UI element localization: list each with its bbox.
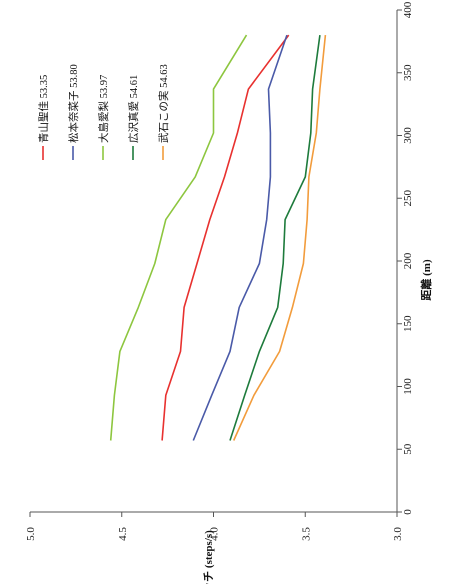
legend-label: 大島愛梨 53.97	[97, 75, 110, 143]
x-tick-label: 300	[402, 127, 414, 144]
x-tick-label: 250	[402, 190, 414, 207]
x-tick-label: 0	[402, 509, 414, 515]
legend-entry: 大島愛梨 53.97	[97, 75, 110, 160]
legend-label: 広沢真愛 54.61	[127, 75, 140, 143]
y-tick-label: 5.0	[25, 527, 37, 541]
legend-entry: 広沢真愛 54.61	[127, 75, 140, 160]
legend: 青山聖佳 53.35 松本奈菜子 53.80 大島愛梨 53.97 広沢真愛 54.6…	[37, 64, 170, 160]
x-tick-label: 100	[402, 378, 414, 395]
series-lines	[109, 34, 327, 441]
legend-label: 青山聖佳 53.35	[37, 75, 50, 143]
series-line	[192, 34, 288, 441]
y-tick-label: 4.5	[117, 527, 129, 541]
x-tick-label: 200	[402, 252, 414, 269]
y-axis-title: ピッチ (steps/s)	[202, 530, 215, 584]
series-line	[232, 35, 327, 441]
x-tick-label: 50	[402, 443, 414, 455]
legend-entry: 松本奈菜子 53.80	[67, 64, 80, 160]
x-axis-title: 距離 (m)	[419, 259, 433, 301]
y-tick-label: 4.0	[209, 527, 221, 541]
axes	[29, 9, 402, 517]
x-tick-label: 150	[402, 315, 414, 332]
series-line	[229, 34, 321, 441]
y-tick-label: 3.0	[392, 527, 404, 541]
legend-label: 松本奈菜子 53.80	[67, 64, 80, 143]
y-tick-label: 3.5	[300, 527, 312, 541]
legend-entry: 青山聖佳 53.35	[37, 75, 50, 160]
series-line	[161, 34, 290, 441]
series-line	[109, 34, 248, 441]
legend-entry: 武石この実 54.63	[157, 64, 170, 160]
tick-labels: 0 50 100 150 200 250 300 350 400 3.0 3.5 4.0 4.5 5.0	[25, 1, 414, 541]
legend-label: 武石この実 54.63	[157, 64, 170, 143]
x-tick-label: 400	[402, 1, 414, 18]
x-tick-label: 350	[402, 64, 414, 81]
